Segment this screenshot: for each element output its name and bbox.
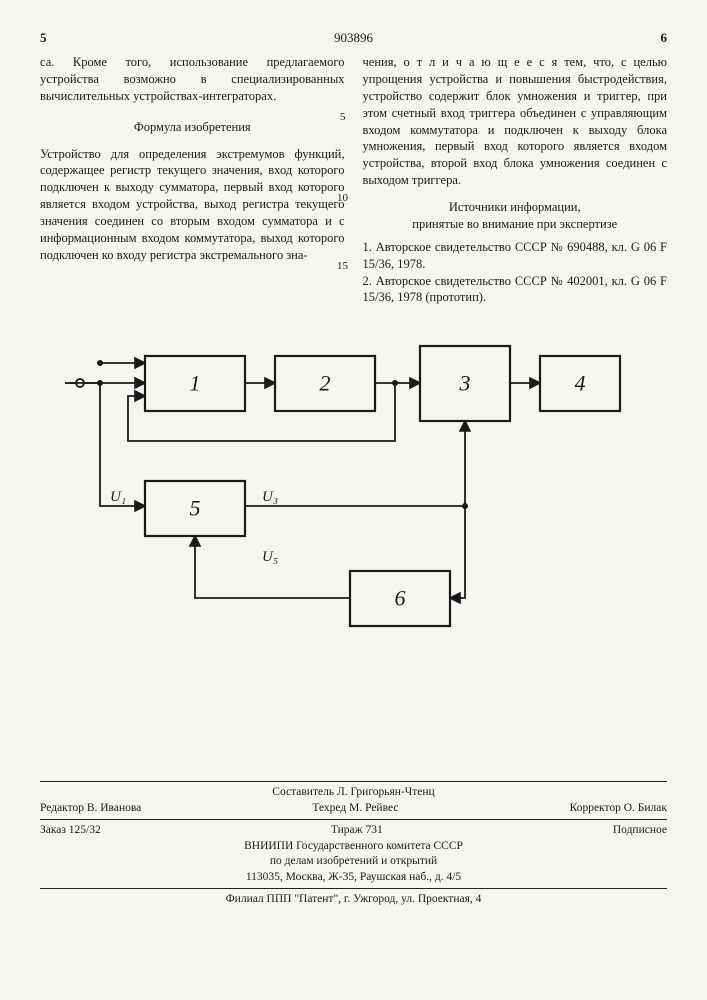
footer: Составитель Л. Григорьян-Чтенц Редактор … (40, 781, 667, 908)
footer-compiler: Составитель Л. Григорьян-Чтенц (40, 785, 667, 801)
line-marker-15: 15 (337, 259, 348, 274)
block-diagram: 1 2 3 4 5 6 U₁ U₃ U₅ (50, 336, 630, 636)
footer-editor: Редактор В. Иванова (40, 801, 141, 817)
reference-2: 2. Авторское свидетельство СССР № 402001… (363, 273, 668, 307)
svg-text:U₁: U₁ (110, 489, 126, 505)
svg-text:6: 6 (395, 586, 406, 611)
left-column: са. Кроме того, использование предлагаем… (40, 54, 345, 306)
page-num-left: 5 (40, 30, 47, 46)
formula-title: Формула изобретения (40, 119, 345, 136)
continuation-text: чения, о т л и ч а ю щ е е с я тем, что,… (363, 54, 668, 189)
svg-text:3: 3 (459, 371, 471, 396)
right-column: чения, о т л и ч а ю щ е е с я тем, что,… (363, 54, 668, 306)
footer-order: Заказ 125/32 (40, 823, 101, 839)
svg-text:U₅: U₅ (262, 549, 278, 565)
svg-text:1: 1 (190, 371, 201, 396)
claim-text: Устройство для определения экстремумов ф… (40, 146, 345, 264)
footer-addr1: 113035, Москва, Ж-35, Раушская наб., д. … (40, 870, 667, 886)
svg-text:U₃: U₃ (262, 489, 278, 505)
page-num-right: 6 (661, 30, 668, 46)
svg-text:2: 2 (320, 371, 331, 396)
patent-number: 903896 (334, 30, 373, 46)
sources-title: Источники информации, принятые во вниман… (363, 199, 668, 233)
footer-tech: Техред М. Рейвес (312, 801, 398, 817)
svg-text:4: 4 (575, 371, 586, 396)
svg-text:5: 5 (190, 496, 201, 521)
line-marker-10: 10 (337, 191, 348, 206)
footer-addr2: Филиал ППП "Патент", г. Ужгород, ул. Про… (40, 892, 667, 908)
footer-corrector: Корректор О. Билак (570, 801, 667, 817)
intro-text: са. Кроме того, использование предлагаем… (40, 54, 345, 105)
footer-tirage: Тираж 731 (331, 823, 383, 839)
footer-subscribe: Подписное (613, 823, 667, 839)
reference-1: 1. Авторское свидетельство СССР № 690488… (363, 239, 668, 273)
line-marker-5: 5 (340, 110, 346, 125)
footer-org1: ВНИИПИ Государственного комитета СССР (40, 839, 667, 855)
footer-org2: по делам изобретений и открытий (40, 854, 667, 870)
